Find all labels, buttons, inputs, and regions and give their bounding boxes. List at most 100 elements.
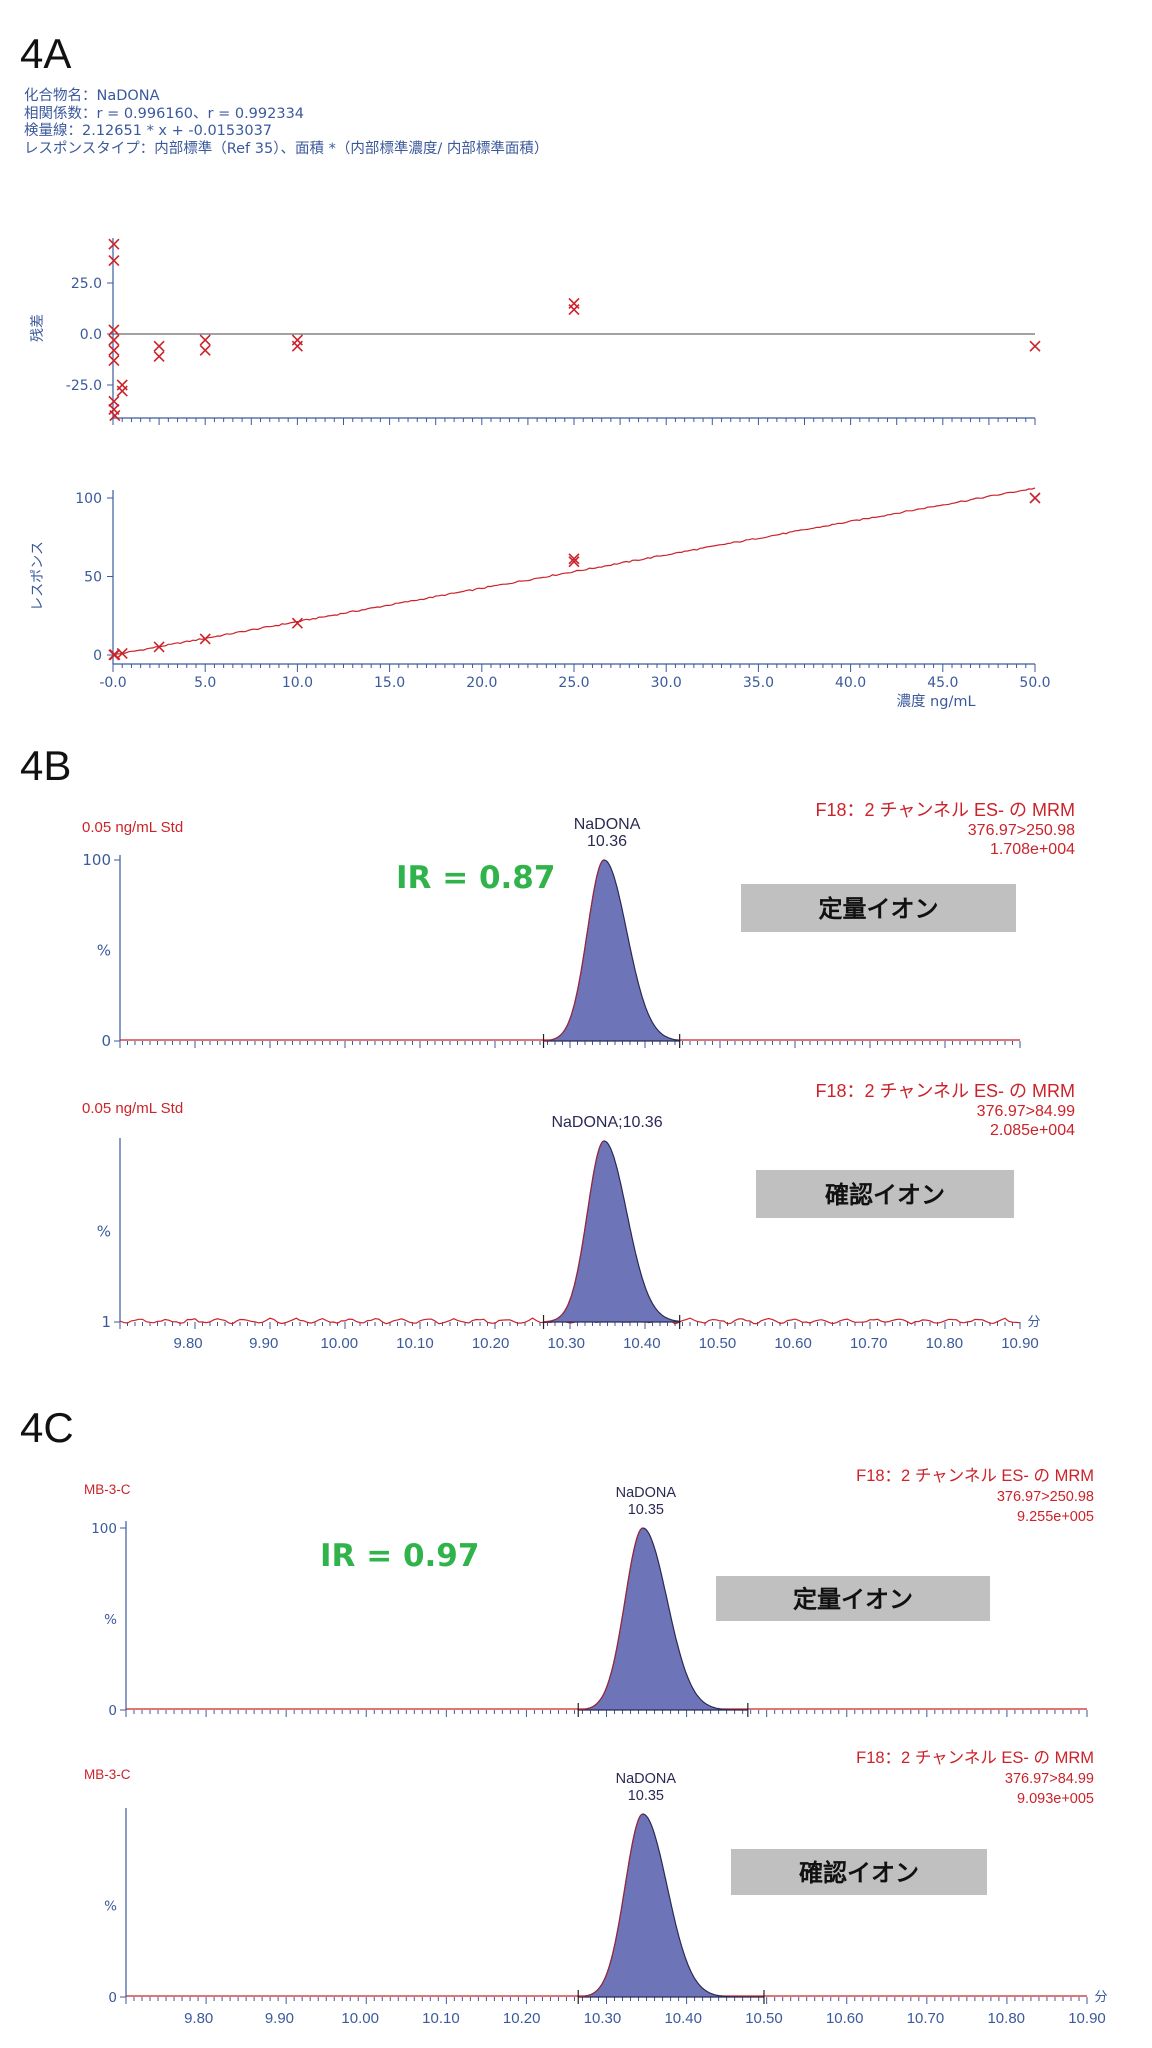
response-x-tick-label: 45.0 [927,675,958,691]
chrom-channel-info: 9.093e+005 [1017,1791,1094,1807]
residual-point [109,410,121,422]
residual-y-axis-label: 残差 [30,314,46,342]
ion-type-label: 定量イオン [793,1586,913,1614]
ion-type-box [741,884,1016,932]
response-x-tick-label: -0.0 [99,675,126,691]
chrom-channel-info: 376.97>84.99 [977,1103,1075,1120]
chrom-channel-info: 1.708e+004 [990,841,1075,858]
response-x-tick-label: 5.0 [194,675,216,691]
chrom-x-tick-label: 10.20 [472,1335,510,1352]
chrom-x-tick-label: 10.10 [422,2010,460,2027]
chrom-channel-info: 376.97>84.99 [1005,1771,1094,1787]
chrom-peak-area [577,1813,764,1998]
response-point [1029,492,1041,504]
chrom-peak-area [542,859,681,1042]
response-x-tick-label: 20.0 [466,675,497,691]
ion-ratio-label: IR = 0.97 [320,1538,479,1574]
chrom-peak-label: 10.36 [587,833,627,850]
residual-point [108,334,120,346]
residual-point [108,254,120,267]
chrom-x-tick-label: 10.90 [1068,2010,1106,2027]
residual-point [153,340,165,352]
residual-y-tick-label: 0.0 [80,327,102,343]
chrom-x-tick-label: 10.60 [774,1335,812,1352]
response-x-tick-label: 25.0 [558,675,589,691]
ion-type-label: 定量イオン [819,895,939,923]
chrom-peak-label: 10.35 [628,1788,664,1804]
chrom-y-tick-label: 100 [91,1521,117,1537]
response-y-tick-label: 0 [93,648,102,664]
chrom-x-tick-label: 10.20 [503,2010,541,2027]
chrom-sample-label: 0.05 ng/mL Std [82,819,183,836]
chrom-x-tick-label: 9.90 [249,1335,278,1352]
panel-label-4a: 4A [20,30,71,77]
response-type: レスポンスタイプ：内部標準（Ref 35）、面積 *（内部標準濃度/ 内部標準面… [24,140,549,157]
chrom-peak-label: NaDONA [616,1485,677,1501]
residual-point [568,303,580,316]
chrom-sample-label: MB-3-C [84,1482,131,1497]
chrom-x-tick-label: 10.80 [987,2010,1025,2027]
chrom-baseline-trace [119,1317,1021,1325]
chrom-channel-info: F18：2 チャンネル ES- の MRM [856,1466,1094,1485]
chrom-y-tick-label: 1 [101,1313,111,1331]
chrom-x-tick-label: 10.50 [699,1335,737,1352]
response-x-axis-label: 濃度 ng/mL [896,693,975,710]
chrom-y-tick-label: % [104,1899,117,1915]
chrom-peak-edge [543,859,605,1042]
residual-point [291,340,303,352]
chrom-x-tick-label: 10.60 [826,2010,864,2027]
ion-type-label: 確認イオン [799,1859,919,1887]
chrom-y-tick-label: 0 [108,1703,117,1719]
chrom-x-tick-label: 10.30 [584,2010,622,2027]
chrom-x-tick-label: 10.70 [850,1335,888,1352]
chrom-peak-edge [578,1527,643,1711]
response-x-tick-label: 15.0 [374,675,405,691]
chrom-channel-info: F18：2 チャンネル ES- の MRM [816,800,1075,820]
chrom-y-tick-label: % [97,942,111,960]
residual-point [108,238,120,250]
chrom-x-tick-label: 10.90 [1001,1335,1039,1352]
chrom-x-unit-label: 分 [1027,1315,1040,1330]
ion-type-label: 確認イオン [825,1181,945,1209]
response-x-tick-label: 50.0 [1019,675,1050,691]
chrom-channel-info: 9.255e+005 [1017,1509,1094,1525]
chrom-peak-label: NaDONA [574,816,641,833]
calibration-fit-line [112,487,1036,657]
chrom-x-tick-label: 10.30 [547,1335,585,1352]
chrom-x-tick-label: 9.90 [265,2010,294,2027]
calibration-curve: 検量線：2.12651 * x + -0.0153037 [24,123,273,140]
chrom-x-tick-label: 10.00 [341,2010,379,2027]
chrom-x-tick-label: 10.10 [396,1335,434,1352]
chrom-y-tick-label: 0 [101,1032,111,1050]
response-y-tick-label: 50 [84,570,102,586]
chrom-x-tick-label: 10.40 [664,2010,702,2027]
residual-point [108,395,120,407]
response-point [116,647,128,659]
response-x-tick-label: 40.0 [835,675,866,691]
residual-point [116,385,128,397]
chrom-peak-area [542,1140,681,1323]
residual-point [199,334,211,346]
chrom-x-tick-label: 9.80 [173,1335,202,1352]
response-point [568,553,580,565]
chrom-x-tick-label: 10.00 [321,1335,359,1352]
chrom-y-tick-label: % [104,1612,117,1628]
residual-point [108,324,120,336]
ion-ratio-label: IR = 0.87 [396,860,555,896]
residual-point [199,344,211,356]
chrom-x-tick-label: 10.50 [745,2010,783,2027]
residual-y-tick-label: -25.0 [66,378,102,394]
ion-type-box [731,1849,987,1895]
panel-label-4c: 4C [20,1404,74,1451]
compound-name: 化合物名：NaDONA [24,88,160,104]
calibration-info: 化合物名：NaDONA 相関係数：r = 0.996160、r = 0.9923… [24,88,548,158]
response-y-tick-label: 100 [75,491,102,507]
response-y-axis-label: レスポンス [30,541,46,611]
ion-type-box [756,1170,1014,1218]
response-x-tick-label: 10.0 [282,675,313,691]
chrom-channel-info: F18：2 チャンネル ES- の MRM [856,1748,1094,1767]
chrom-y-tick-label: 0 [108,1990,117,2006]
residual-y-tick-label: 25.0 [71,276,102,292]
residual-point [1029,340,1041,352]
